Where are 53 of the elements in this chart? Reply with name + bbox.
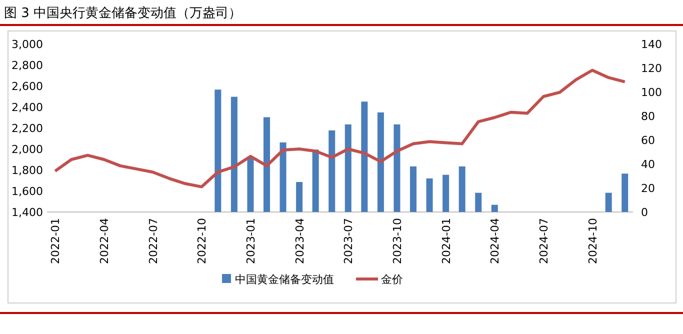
y-tick-label: 1,600 [12, 185, 43, 198]
bar [605, 192, 612, 212]
x-tick-label: 2023-07 [342, 218, 356, 264]
x-tick-label: 2022-04 [98, 218, 111, 264]
bar [247, 156, 254, 212]
bar [491, 204, 498, 212]
x-tick-label: 2022-07 [146, 218, 160, 264]
bar [344, 124, 352, 212]
x-tick-label: 2022-01 [49, 218, 62, 264]
bar [312, 150, 319, 212]
line-series [54, 68, 626, 188]
x-tick-label: 2023-01 [244, 218, 258, 264]
bar [442, 174, 450, 212]
bar [475, 192, 482, 212]
y2-tick-label: 80 [641, 110, 655, 123]
legend-label: 中国黄金储备变动值 [235, 273, 334, 286]
bar [280, 142, 286, 212]
y2-tick-label: 100 [641, 86, 662, 99]
bar [296, 182, 303, 212]
x-tick-label: 2023-10 [390, 218, 404, 264]
y-tick-label: 2,800 [12, 59, 43, 72]
bar [394, 124, 400, 212]
chart-title: 图 3 中国央行黄金储备变动值（万盎司） [4, 6, 242, 21]
x-tick-label: 2024-04 [488, 218, 502, 264]
y-tick-label: 2,600 [12, 80, 43, 93]
bar [361, 102, 368, 212]
y2-tick-label: 120 [641, 62, 662, 75]
bar [426, 178, 433, 212]
y-tick-label: 1,400 [12, 206, 43, 219]
y2-tick-label: 0 [641, 206, 648, 219]
x-tick-label: 2024-07 [537, 218, 550, 264]
y-tick-label: 2,200 [12, 122, 43, 135]
y-tick-label: 2,400 [12, 101, 43, 114]
y2-tick-label: 20 [641, 182, 655, 195]
bar [328, 130, 336, 212]
x-tick-label: 2024-01 [440, 218, 453, 264]
y2-tick-label: 140 [641, 38, 662, 51]
x-tick-label: 2023-04 [293, 218, 306, 264]
y2-tick-label: 40 [641, 158, 655, 171]
bar [622, 174, 628, 212]
x-tick-label: 2024-10 [586, 218, 600, 264]
y2-tick-label: 60 [641, 134, 655, 147]
y-tick-label: 3,000 [12, 38, 43, 51]
bar [377, 112, 384, 212]
bar [214, 90, 222, 212]
bar [410, 166, 417, 212]
bar [458, 166, 466, 212]
y-tick-label: 1,800 [12, 164, 43, 177]
bar [230, 96, 238, 212]
x-tick-label: 2022-10 [196, 218, 209, 264]
bar [263, 117, 270, 212]
y-tick-label: 2,000 [12, 143, 43, 156]
legend-label: 金价 [381, 273, 403, 286]
